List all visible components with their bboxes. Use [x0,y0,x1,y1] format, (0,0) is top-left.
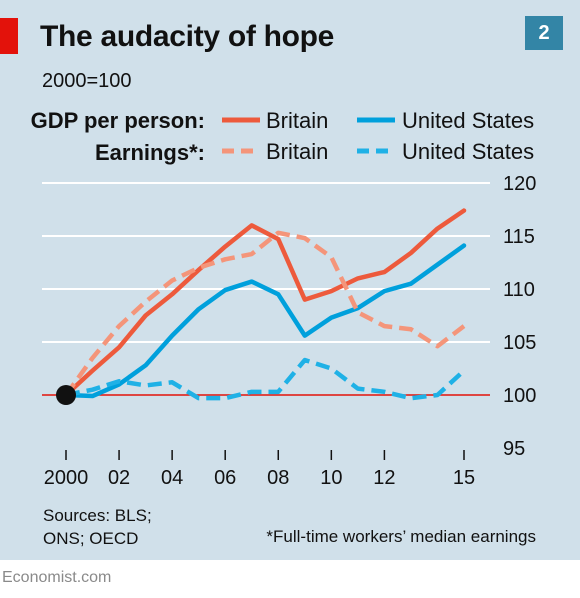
y-tick-label: 115 [503,226,535,248]
y-tick-label: 120 [503,173,536,195]
legend-label: United States [402,108,534,133]
legend-label: Britain [266,108,328,133]
legend-heading-gdp: GDP per person: [31,108,205,133]
x-tick-label: 06 [214,467,236,489]
x-tick-label: 08 [267,467,289,489]
x-tick-label: 04 [161,467,183,489]
x-tick-label: 12 [373,467,395,489]
chart-number-badge: 2 [525,16,563,50]
y-tick-label: 105 [503,332,536,354]
legend-label: Britain [266,139,328,164]
x-tick-label: 02 [108,467,130,489]
legend: GDP per person: Earnings*: Britain United… [31,108,535,165]
chart-subtitle: 2000=100 [42,70,132,92]
x-tick-label: 10 [320,467,342,489]
chart-title: The audacity of hope [40,20,335,53]
x-tick-label: 15 [453,467,475,489]
series-line-2 [64,230,466,397]
brand-red-tab [0,18,18,54]
footnote: *Full-time workers’ median earnings [266,527,536,546]
series-line-0 [63,208,467,398]
chart-plot: GDP per person: Earnings*: Britain United… [31,108,537,489]
y-tick-label: 95 [503,438,525,460]
legend-label: United States [402,139,534,164]
sources-note: Sources: BLS; ONS; OECD [43,506,152,548]
x-tick-label: 2000 [44,467,89,489]
series-line-1 [63,243,467,399]
y-tick-label: 100 [503,385,536,407]
axis-ticks: 95 100 105 110 115 120 2000 02 04 06 08 10 12 15 [44,173,537,489]
series-line-3 [65,357,466,401]
y-tick-label: 110 [503,279,535,301]
legend-heading-earnings: Earnings*: [95,140,205,165]
series-group [56,208,467,405]
origin-marker [56,385,76,405]
chart-panel [0,0,580,560]
publisher-credit: Economist.com [2,569,112,586]
